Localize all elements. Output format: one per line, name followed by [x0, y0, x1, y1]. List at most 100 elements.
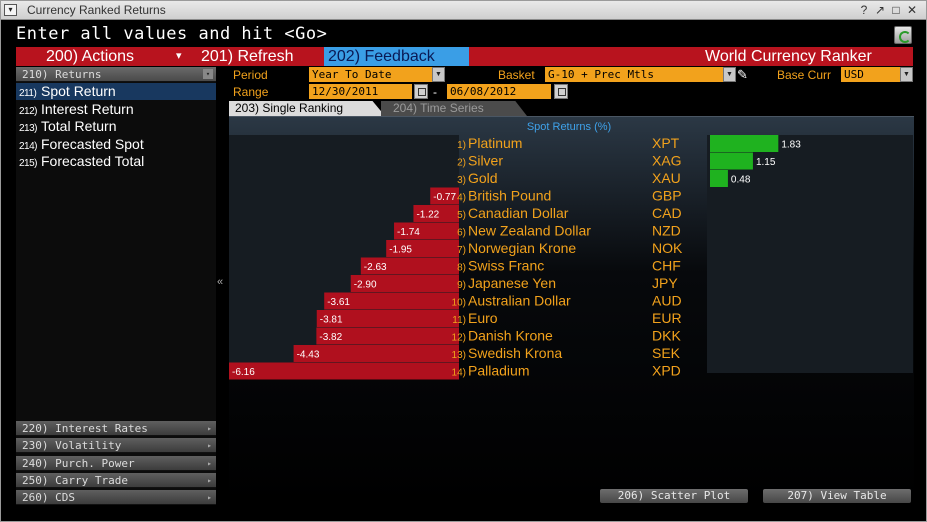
bar-value-label: 1.15	[756, 157, 776, 168]
base-currency-select[interactable]: USD	[841, 67, 900, 82]
category-label[interactable]: Palladium	[468, 363, 529, 379]
category-label[interactable]: Platinum	[468, 135, 522, 151]
rank-label: 11)	[452, 315, 466, 326]
currency-code-label: AUD	[652, 293, 682, 309]
bar-sek	[293, 345, 459, 362]
close-button[interactable]: ✕	[906, 3, 918, 17]
rank-label: 6)	[457, 228, 466, 239]
chevron-down-icon[interactable]: ▼	[900, 67, 913, 82]
category-label[interactable]: Swedish Krona	[468, 345, 562, 361]
sidebar-section-2[interactable]: 240) Purch. Power ▸	[16, 455, 216, 471]
currency-code-label: NZD	[652, 223, 681, 239]
basket-label: Basket	[498, 68, 535, 82]
category-label[interactable]: Japanese Yen	[468, 275, 556, 291]
sidebar-item-total-return[interactable]: 213) Total Return	[16, 118, 216, 135]
sidebar-item-label: Spot Return	[41, 83, 116, 99]
chevron-right-icon: ▸	[207, 441, 212, 451]
maximize-button[interactable]: □	[892, 3, 900, 17]
view-tabs: 203) Single Ranking 204) Time Series	[229, 101, 914, 116]
category-label[interactable]: New Zealand Dollar	[468, 223, 591, 239]
currency-code-label: XAU	[652, 170, 681, 186]
category-label[interactable]: Norwegian Krone	[468, 240, 576, 256]
tab-single-ranking[interactable]: 203) Single Ranking	[229, 101, 385, 116]
bar-dkk	[316, 327, 459, 345]
sidebar-item-label: Total Return	[41, 118, 117, 134]
calendar-icon[interactable]	[414, 84, 428, 99]
rank-label: 10)	[452, 298, 466, 309]
scatter-plot-button[interactable]: 206) Scatter Plot	[600, 489, 748, 503]
category-label[interactable]: Euro	[468, 310, 498, 326]
popout-button[interactable]: ↗	[874, 3, 886, 17]
category-label[interactable]: Gold	[468, 170, 498, 186]
currency-code-label: GBP	[652, 188, 682, 204]
currency-code-label: XPD	[652, 363, 681, 379]
category-label[interactable]: British Pound	[468, 188, 551, 204]
bar-xpt	[710, 135, 779, 152]
bar-aud	[324, 292, 459, 310]
sidebar-item-forecasted-total[interactable]: 215) Forecasted Total	[16, 153, 216, 170]
period-select[interactable]: Year To Date	[309, 67, 432, 82]
rank-label: 7)	[457, 245, 466, 256]
bar-chf	[360, 257, 459, 275]
bar-nok	[386, 240, 459, 257]
sidebar-item-forecasted-spot[interactable]: 214) Forecasted Spot	[16, 136, 216, 153]
currency-code-label: CHF	[652, 258, 681, 274]
category-label[interactable]: Silver	[468, 153, 503, 169]
bar-jpy	[350, 275, 459, 292]
sidebar-section-3[interactable]: 250) Carry Trade ▸	[16, 472, 216, 488]
chevron-down-icon[interactable]: ▼	[723, 67, 736, 82]
bar-value-label: 0.48	[731, 175, 751, 186]
bar-xau	[710, 170, 728, 187]
feedback-button[interactable]: 202) Feedback	[324, 47, 469, 66]
tab-time-series[interactable]: 204) Time Series	[381, 101, 527, 116]
system-menu-icon[interactable]: ▾	[4, 4, 17, 16]
bar-value-label: -2.90	[354, 280, 377, 291]
range-end-field[interactable]: 06/08/2012	[447, 84, 551, 99]
bar-xpd	[229, 362, 459, 380]
basket-select[interactable]: G-10 + Prec Mtls	[545, 67, 723, 82]
rank-label: 9)	[457, 280, 466, 291]
collapse-sidebar-icon[interactable]: «	[217, 276, 224, 288]
help-button[interactable]: ?	[860, 3, 868, 17]
actions-dropdown-icon[interactable]: ▾	[176, 50, 182, 62]
category-label[interactable]: Danish Krone	[468, 328, 553, 344]
bar-value-label: -6.16	[232, 367, 255, 378]
sidebar-item-spot-return[interactable]: 211) Spot Return	[16, 83, 216, 100]
sidebar-section-returns[interactable]: 210) Returns ▾	[16, 67, 216, 82]
refresh-icon[interactable]	[894, 26, 912, 44]
rank-label: 2)	[457, 158, 466, 169]
calendar-icon[interactable]	[554, 84, 568, 99]
range-separator: -	[433, 85, 437, 99]
pencil-icon[interactable]: ✎	[737, 67, 748, 82]
rank-label: 4)	[457, 193, 466, 204]
bar-value-label: -4.43	[297, 350, 320, 361]
chevron-down-icon[interactable]: ▼	[432, 67, 445, 82]
sidebar-section-0[interactable]: 220) Interest Rates ▸	[16, 421, 216, 436]
chevron-right-icon: ▸	[207, 458, 212, 468]
spot-returns-chart: Spot Returns (%) 1.83 1) Platinum XPT 1.15 2)…	[229, 121, 913, 380]
sidebar-item-number: 212)	[19, 105, 38, 117]
currency-code-label: CAD	[652, 205, 682, 221]
sidebar-section-1[interactable]: 230) Volatility ▸	[16, 438, 216, 454]
sidebar-section-label: 220) Interest Rates	[22, 422, 148, 435]
range-start-field[interactable]: 12/30/2011	[309, 84, 412, 99]
bar-cad	[413, 205, 459, 222]
chevron-right-icon: ▸	[207, 493, 212, 503]
rank-label: 14)	[452, 368, 466, 379]
refresh-button[interactable]: 201) Refresh	[201, 48, 294, 65]
sidebar-section-4[interactable]: 260) CDS ▸	[16, 490, 216, 506]
chevron-right-icon: ▸	[207, 424, 212, 433]
positive-bar-area	[707, 135, 913, 373]
category-label[interactable]: Swiss Franc	[468, 258, 544, 274]
rank-label: 1)	[457, 140, 466, 151]
app-title: World Currency Ranker	[705, 48, 872, 65]
chart-title: Spot Returns (%)	[527, 121, 611, 133]
sidebar-item-interest-return[interactable]: 212) Interest Return	[16, 101, 216, 118]
sidebar-item-number: 215)	[19, 158, 38, 169]
currency-code-label: EUR	[652, 310, 682, 326]
actions-button[interactable]: 200) Actions	[46, 48, 135, 65]
view-table-button[interactable]: 207) View Table	[763, 489, 911, 503]
bar-value-label: -2.63	[364, 262, 387, 273]
category-label[interactable]: Australian Dollar	[468, 293, 571, 309]
category-label[interactable]: Canadian Dollar	[468, 205, 569, 221]
